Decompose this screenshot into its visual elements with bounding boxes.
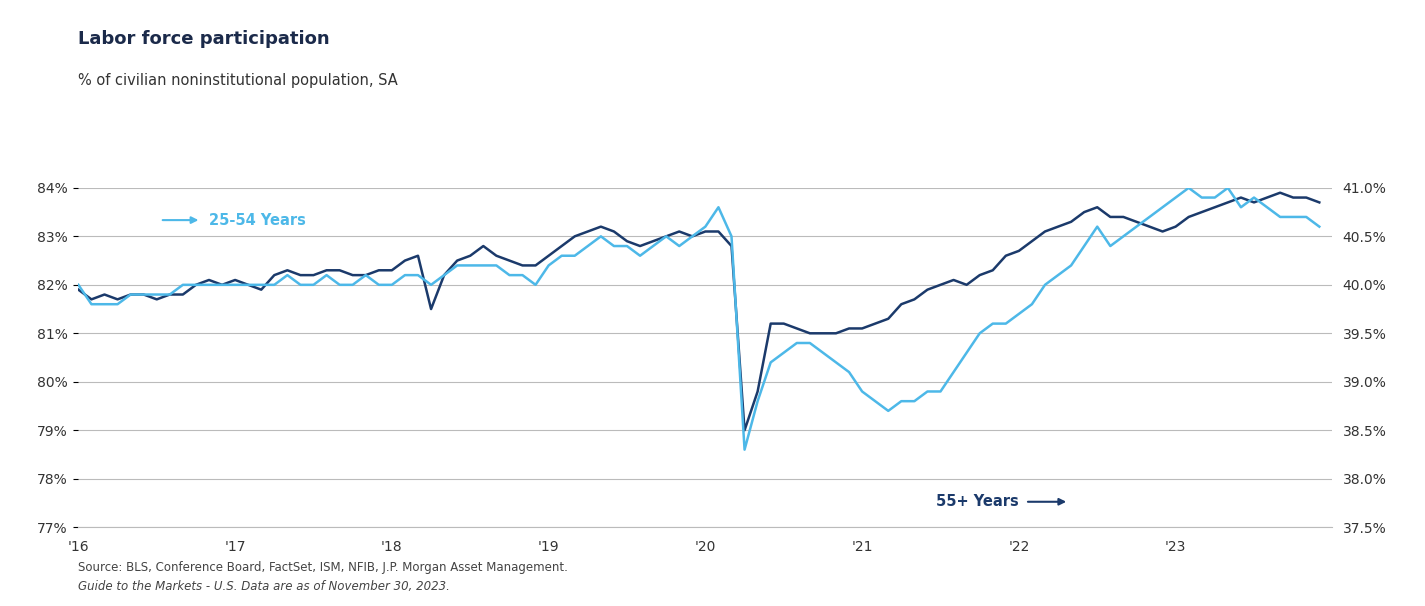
Text: 25-54 Years: 25-54 Years [209,213,306,228]
Text: Labor force participation: Labor force participation [78,30,331,48]
Text: Source: BLS, Conference Board, FactSet, ISM, NFIB, J.P. Morgan Asset Management.: Source: BLS, Conference Board, FactSet, … [78,561,569,573]
Text: % of civilian noninstitutional population, SA: % of civilian noninstitutional populatio… [78,73,398,88]
Text: Guide to the Markets - U.S. Data are as of November 30, 2023.: Guide to the Markets - U.S. Data are as … [78,580,450,593]
Text: 55+ Years: 55+ Years [936,494,1019,509]
